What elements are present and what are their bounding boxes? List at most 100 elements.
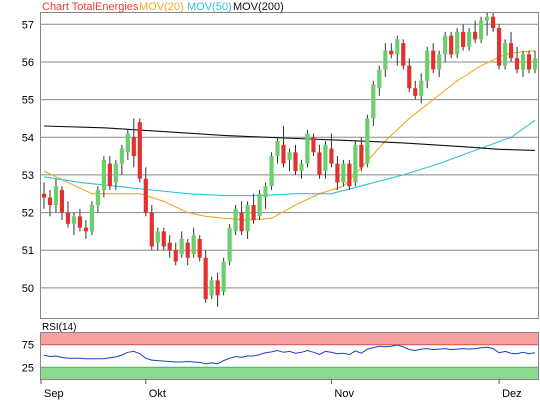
candle bbox=[263, 182, 268, 209]
candle bbox=[143, 167, 148, 217]
x-tick-label: Sep bbox=[44, 388, 64, 400]
candle bbox=[514, 46, 520, 74]
candlesticks bbox=[41, 13, 538, 307]
candle-body-down bbox=[329, 148, 334, 164]
candle bbox=[275, 137, 280, 164]
legend-mov50: MOV(50) bbox=[187, 1, 232, 13]
candle-body-up bbox=[257, 193, 262, 217]
price-tick-label: 50 bbox=[22, 283, 34, 295]
candle bbox=[173, 242, 178, 266]
candle bbox=[371, 80, 376, 126]
candle-body-down bbox=[77, 216, 83, 228]
candle bbox=[149, 205, 154, 251]
candle-body-down bbox=[185, 242, 190, 258]
candle bbox=[125, 129, 130, 160]
candle-body-down bbox=[449, 35, 454, 55]
candle bbox=[185, 238, 190, 266]
candle-body-down bbox=[197, 238, 202, 258]
candle bbox=[496, 24, 502, 70]
candle-body-up bbox=[365, 118, 370, 164]
price-grid bbox=[41, 23, 538, 289]
candle-body-down bbox=[335, 163, 340, 183]
x-tick-label: Nov bbox=[334, 388, 354, 400]
candle bbox=[419, 73, 424, 104]
candle bbox=[287, 148, 292, 172]
candle-body-down bbox=[167, 242, 172, 251]
candle-body-up bbox=[89, 205, 94, 232]
candle-body-up bbox=[371, 84, 376, 119]
candle-body-up bbox=[227, 227, 232, 262]
candle-body-down bbox=[317, 152, 322, 175]
candle bbox=[83, 220, 89, 239]
candle bbox=[95, 186, 100, 213]
candle bbox=[377, 65, 382, 96]
candle bbox=[119, 144, 124, 175]
candle-body-down bbox=[311, 137, 316, 153]
rsi-label: RSI(14) bbox=[42, 322, 76, 333]
candle bbox=[502, 39, 508, 70]
candle bbox=[53, 178, 59, 213]
candle-body-up bbox=[353, 144, 358, 183]
candle bbox=[413, 80, 418, 100]
candle bbox=[71, 212, 77, 236]
candle-body-down bbox=[83, 227, 89, 232]
candle bbox=[526, 50, 532, 74]
candle-body-down bbox=[41, 193, 47, 198]
candle bbox=[209, 276, 214, 300]
candle-body-up bbox=[532, 58, 538, 70]
candle bbox=[455, 28, 460, 59]
candle-body-up bbox=[155, 231, 160, 243]
candle-body-up bbox=[443, 35, 448, 55]
rsi-tick-label: 75 bbox=[22, 340, 34, 352]
candle bbox=[161, 227, 166, 251]
candle bbox=[251, 193, 256, 224]
candle-body-down bbox=[407, 65, 412, 89]
candle-body-down bbox=[107, 163, 112, 187]
candle bbox=[389, 43, 394, 59]
candle-body-up bbox=[71, 216, 77, 224]
price-tick-label: 51 bbox=[22, 245, 34, 257]
candle bbox=[101, 156, 106, 198]
candle-body-up bbox=[437, 54, 442, 70]
candle bbox=[407, 58, 412, 93]
candle-body-up bbox=[305, 133, 310, 164]
candle-body-up bbox=[191, 235, 196, 254]
candle bbox=[473, 20, 478, 44]
candle bbox=[467, 28, 472, 51]
candle-body-up bbox=[113, 163, 118, 183]
candle-body-down bbox=[359, 144, 364, 168]
candle-body-up bbox=[323, 144, 328, 172]
rsi-overbought-band bbox=[41, 333, 538, 345]
candle bbox=[485, 13, 490, 36]
candle-body-up bbox=[221, 261, 226, 292]
candle-body-up bbox=[377, 69, 382, 89]
candle bbox=[113, 159, 118, 190]
legend-symbol: Chart TotalEnergies bbox=[42, 1, 139, 13]
ma-line-mov50 bbox=[43, 119, 536, 197]
candle-body-up bbox=[455, 31, 460, 55]
candle-body-down bbox=[473, 31, 478, 40]
candle-body-up bbox=[425, 50, 430, 81]
ma-line-mov20 bbox=[43, 50, 536, 221]
candle bbox=[89, 201, 94, 236]
price-tick-label: 56 bbox=[22, 57, 34, 69]
candle-body-down bbox=[203, 257, 208, 300]
candle bbox=[508, 31, 514, 62]
candle-body-up bbox=[53, 186, 59, 206]
candle-body-up bbox=[299, 163, 304, 172]
candle-body-up bbox=[125, 133, 130, 153]
candle bbox=[107, 156, 112, 190]
candle bbox=[215, 272, 220, 307]
candle bbox=[197, 235, 202, 262]
candle bbox=[449, 31, 454, 59]
candle-body-down bbox=[137, 122, 142, 179]
candle-body-up bbox=[95, 189, 100, 206]
price-tick-label: 52 bbox=[22, 208, 34, 220]
legend-mov20: MOV(20) bbox=[139, 1, 184, 13]
candle bbox=[329, 133, 334, 168]
candle bbox=[311, 133, 316, 157]
candle-body-down bbox=[490, 16, 496, 29]
candle bbox=[359, 137, 364, 172]
candle bbox=[131, 118, 136, 168]
